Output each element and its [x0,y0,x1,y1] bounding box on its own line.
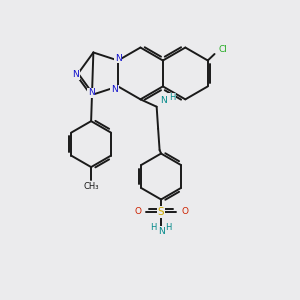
Text: N: N [88,88,94,98]
Text: H: H [166,223,172,232]
Text: N: N [160,96,166,105]
Text: N: N [111,85,118,94]
Text: O: O [181,207,188,216]
Text: S: S [158,207,164,217]
Text: N: N [158,227,164,236]
Text: H: H [169,93,175,102]
Text: N: N [72,70,79,80]
Text: H: H [150,223,157,232]
Text: CH₃: CH₃ [83,182,99,191]
Text: O: O [134,207,141,216]
Text: N: N [115,54,122,63]
Text: Cl: Cl [218,45,227,54]
